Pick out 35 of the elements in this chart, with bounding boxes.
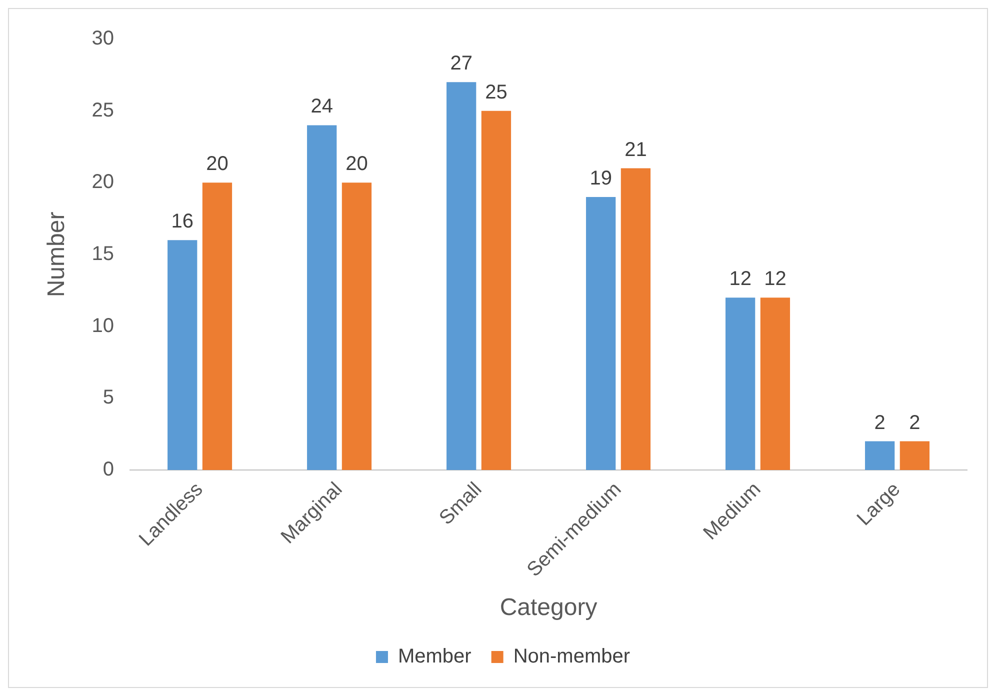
y-tick-label: 15 — [92, 243, 114, 266]
bar — [726, 298, 756, 470]
data-label: 20 — [206, 153, 228, 176]
data-label: 21 — [624, 138, 647, 161]
bar — [900, 441, 930, 470]
data-label: 27 — [450, 52, 472, 75]
bar — [168, 240, 198, 470]
data-label: 2 — [874, 412, 886, 434]
data-label: 19 — [590, 168, 612, 190]
y-tick-label: 5 — [102, 386, 114, 409]
bar — [202, 182, 232, 470]
bar — [307, 125, 337, 470]
bar — [864, 441, 895, 470]
bar — [620, 168, 651, 470]
y-tick-label: 10 — [92, 314, 114, 337]
data-label: 2 — [909, 412, 920, 434]
legend-label: Non-member — [513, 646, 630, 668]
y-tick-label: 25 — [92, 99, 114, 122]
data-label: 24 — [310, 96, 333, 118]
y-tick-label: 20 — [92, 171, 114, 194]
x-axis-title: Category — [500, 594, 598, 622]
y-tick-label: 30 — [92, 28, 114, 50]
data-label: 20 — [346, 153, 368, 176]
data-label: 25 — [485, 81, 508, 104]
bar — [760, 298, 790, 470]
data-label: 12 — [729, 268, 752, 290]
bar — [481, 110, 512, 470]
legend-label: Member — [398, 646, 472, 668]
data-label: 16 — [171, 210, 194, 233]
data-label: 12 — [764, 268, 786, 290]
y-axis-title: Number — [43, 212, 70, 298]
bar — [586, 197, 616, 470]
bar — [342, 182, 372, 470]
bar — [446, 82, 476, 470]
y-tick-label: 0 — [102, 458, 114, 481]
